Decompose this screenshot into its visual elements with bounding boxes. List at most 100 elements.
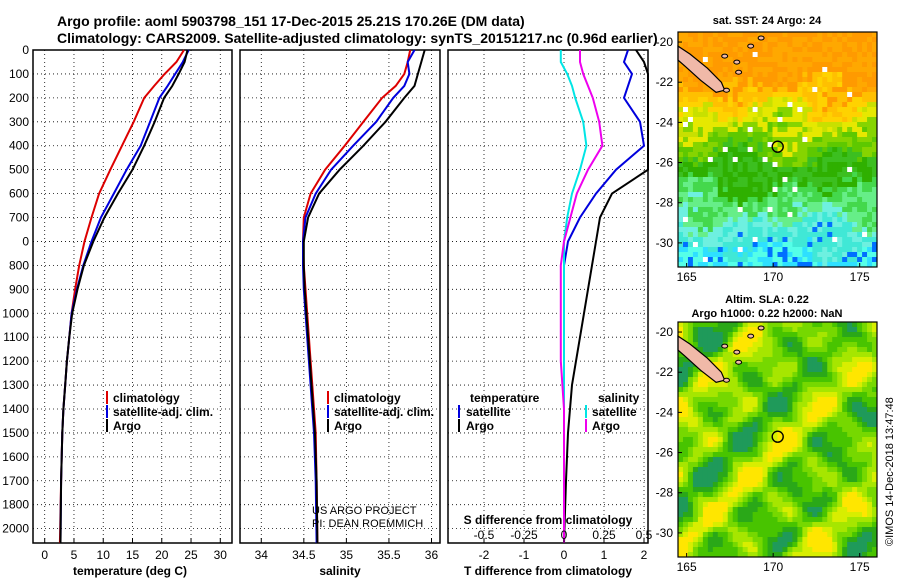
heatmap-cell [692, 327, 699, 333]
heatmap-cell [817, 377, 823, 383]
heatmap-cell [682, 527, 689, 533]
heatmap-cell [752, 197, 759, 203]
island-shape [721, 53, 729, 59]
heatmap-cell [678, 107, 684, 113]
heatmap-cell [842, 147, 848, 153]
heatmap-cell [837, 412, 843, 418]
sst-map-frame [677, 31, 878, 268]
heatmap-cell [722, 122, 729, 128]
heatmap-cell [707, 502, 714, 508]
heatmap-cell [762, 397, 768, 403]
heatmap-cell [678, 507, 684, 513]
heatmap-cell [837, 112, 843, 118]
heatmap-cell [862, 347, 868, 353]
heatmap-cell [787, 242, 793, 248]
heatmap-cell [777, 217, 783, 223]
heatmap-cell [707, 87, 714, 93]
heatmap-cell [782, 397, 788, 403]
heatmap-cell [827, 367, 833, 373]
heatmap-cell [857, 427, 863, 433]
heatmap-cell [862, 177, 868, 183]
heatmap-cell [727, 157, 734, 163]
heatmap-cell [712, 157, 719, 163]
heatmap-cell [852, 382, 858, 388]
heatmap-cell [837, 247, 843, 253]
heatmap-cell [757, 232, 763, 238]
heatmap-cell [762, 552, 768, 558]
heatmap-cell [862, 72, 868, 78]
heatmap-cell [802, 452, 808, 458]
heatmap-cell [687, 532, 694, 538]
heatmap-cell [827, 32, 833, 38]
heatmap-cell [797, 512, 803, 518]
heatmap-cell [822, 547, 828, 553]
heatmap-cell [787, 432, 793, 438]
heatmap-cell [772, 167, 778, 173]
heatmap-cell [822, 412, 828, 418]
heatmap-cell [732, 107, 739, 113]
heatmap-cell [762, 237, 768, 243]
heatmap-cell [792, 127, 798, 133]
heatmap-cell [697, 552, 704, 558]
heatmap-cell [707, 447, 714, 453]
heatmap-cell [697, 392, 704, 398]
heatmap-cell [747, 127, 754, 133]
heatmap-cell [722, 222, 729, 228]
heatmap-cell [747, 397, 754, 403]
heatmap-cell [712, 332, 719, 338]
heatmap-cell [767, 117, 773, 123]
heatmap-cell [692, 222, 699, 228]
heatmap-cell [732, 232, 739, 238]
heatmap-cell [678, 67, 684, 73]
heatmap-cell [782, 497, 788, 503]
legend-t-argo-label: Argo [466, 419, 494, 433]
heatmap-cell [702, 132, 709, 138]
heatmap-cell [707, 472, 714, 478]
island-shape [733, 59, 741, 65]
heatmap-cell [707, 512, 714, 518]
heatmap-cell [742, 322, 749, 328]
heatmap-cell [872, 92, 878, 98]
heatmap-cell [702, 487, 709, 493]
heatmap-cell [872, 442, 878, 448]
heatmap-cell [852, 322, 858, 328]
heatmap-cell [852, 122, 858, 128]
heatmap-cell [847, 507, 853, 513]
heatmap-cell [857, 247, 863, 253]
heatmap-cell [832, 362, 838, 368]
heatmap-cell [697, 437, 704, 443]
heatmap-cell [678, 397, 684, 403]
heatmap-cell [872, 447, 878, 453]
heatmap-cell [812, 77, 818, 83]
heatmap-cell [837, 517, 843, 523]
heatmap-cell [737, 452, 744, 458]
heatmap-cell [697, 257, 704, 263]
heatmap-cell [777, 47, 783, 53]
heatmap-cell [822, 232, 828, 238]
heatmap-cell [792, 97, 798, 103]
heatmap-cell [792, 202, 798, 208]
heatmap-cell [762, 32, 768, 38]
heatmap-cell [682, 92, 689, 98]
heatmap-cell [732, 122, 739, 128]
heatmap-cell [767, 417, 773, 423]
heatmap-cell [767, 32, 773, 38]
heatmap-cell [862, 397, 868, 403]
heatmap-cell [787, 52, 793, 58]
heatmap-cell [862, 472, 868, 478]
heatmap-cell [827, 477, 833, 483]
heatmap-cell [707, 552, 714, 558]
heatmap-cell [757, 502, 763, 508]
heatmap-cell [747, 252, 754, 258]
heatmap-cell [872, 37, 878, 43]
heatmap-cell [797, 132, 803, 138]
heatmap-cell [678, 182, 684, 188]
heatmap-cell [737, 352, 744, 358]
salinity-grid [240, 49, 440, 543]
heatmap-cell [837, 67, 843, 73]
heatmap-cell [687, 102, 694, 108]
heatmap-cell [707, 157, 714, 163]
heatmap-cell [782, 492, 788, 498]
heatmap-cell [812, 502, 818, 508]
heatmap-cell [787, 472, 793, 478]
